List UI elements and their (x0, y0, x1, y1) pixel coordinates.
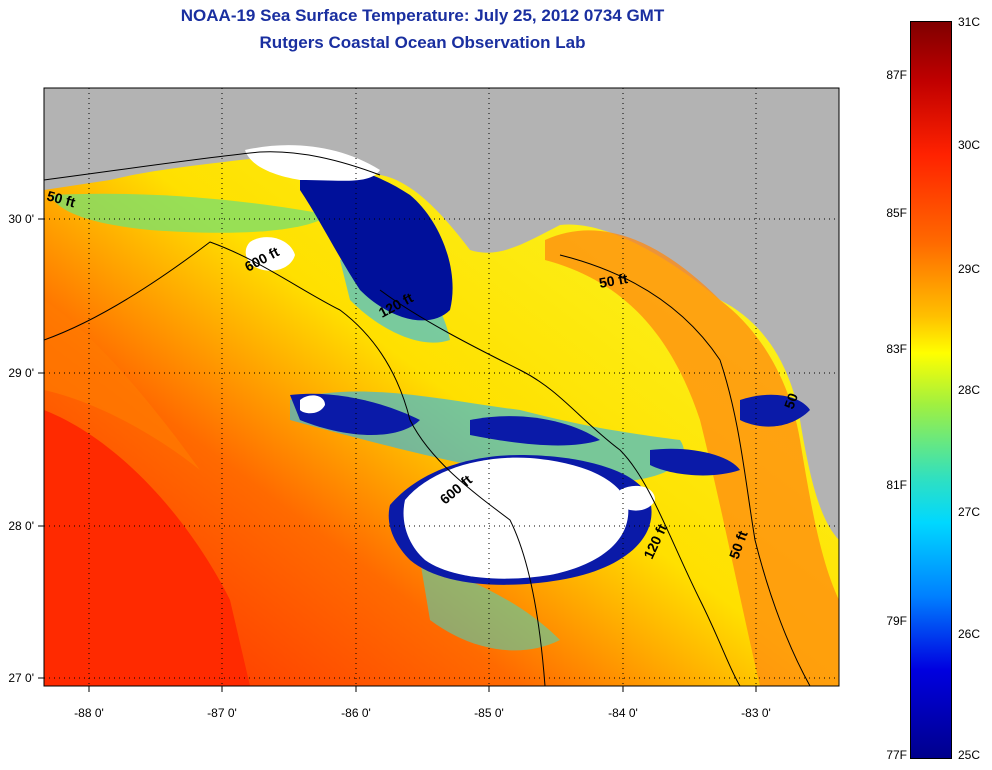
temperature-colorbar (910, 21, 952, 759)
cool-water-patch (50, 193, 330, 233)
map-subtitle: Rutgers Coastal Ocean Observation Lab (259, 33, 586, 52)
colorbar-celsius-label: 29C (958, 262, 981, 276)
colorbar-fahrenheit-label: 81F (886, 478, 907, 492)
colorbar-celsius-label: 27C (958, 505, 981, 519)
contour-label: 50 (781, 391, 801, 411)
x-tick-label: -84 0' (608, 706, 638, 720)
x-tick-label: -86 0' (341, 706, 371, 720)
x-tick-label: -83 0' (741, 706, 771, 720)
colorbar-celsius-label: 31C (958, 15, 981, 29)
y-tick-label: 27 0' (8, 671, 34, 685)
colorbar-celsius-label: 30C (958, 138, 981, 152)
contour-600ft (44, 241, 546, 686)
axis-ticks (38, 218, 757, 692)
x-tick-label: -85 0' (474, 706, 504, 720)
y-tick-label: 29 0' (8, 366, 34, 380)
contour-50ft-west (44, 151, 381, 181)
y-tick-label: 28 0' (8, 519, 34, 533)
x-tick-label: -87 0' (207, 706, 237, 720)
cold-water-region (470, 416, 600, 446)
cold-water-region (650, 448, 740, 476)
cool-water-patch (420, 560, 560, 651)
cloud-mask (245, 237, 295, 271)
cloud-mask (403, 457, 629, 579)
colorbar-celsius-label: 26C (958, 627, 981, 641)
cold-water-region (740, 394, 810, 427)
cloud-mask (620, 485, 655, 511)
warm-water-band (44, 300, 200, 470)
colorbar-fahrenheit-label: 83F (886, 342, 907, 356)
colorbar-fahrenheit-label: 87F (886, 68, 907, 82)
y-tick-label: 30 0' (8, 212, 34, 226)
cold-water-region (300, 164, 453, 321)
map-title: NOAA-19 Sea Surface Temperature: July 25… (180, 6, 665, 25)
cloud-mask (245, 145, 380, 181)
colorbar-celsius-label: 25C (958, 748, 981, 762)
colorbar-fahrenheit-label: 79F (886, 614, 907, 628)
cloud-mask (300, 395, 325, 414)
contour-50ft-east (559, 254, 811, 686)
warm-water-region (44, 410, 250, 686)
x-tick-label: -88 0' (74, 706, 104, 720)
colorbar-celsius-label: 28C (958, 383, 981, 397)
map-frame (43, 87, 840, 687)
colorbar-fahrenheit-label: 77F (886, 748, 907, 762)
contour-120ft (379, 289, 741, 686)
land-area (44, 88, 839, 540)
coastal-warm-band (545, 230, 839, 686)
contour-label: 50 ft (598, 270, 629, 291)
contour-label: 50 ft (45, 187, 77, 210)
colorbar-fahrenheit-label: 85F (886, 206, 907, 220)
